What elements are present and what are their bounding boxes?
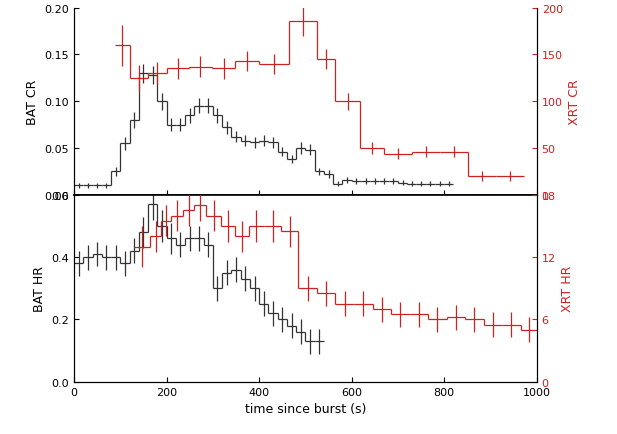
Y-axis label: BAT CR: BAT CR	[26, 79, 39, 125]
Y-axis label: XRT CR: XRT CR	[568, 79, 581, 125]
X-axis label: time since burst (s): time since burst (s)	[245, 402, 366, 415]
Y-axis label: XRT HR: XRT HR	[561, 266, 574, 312]
Y-axis label: BAT HR: BAT HR	[33, 266, 46, 312]
